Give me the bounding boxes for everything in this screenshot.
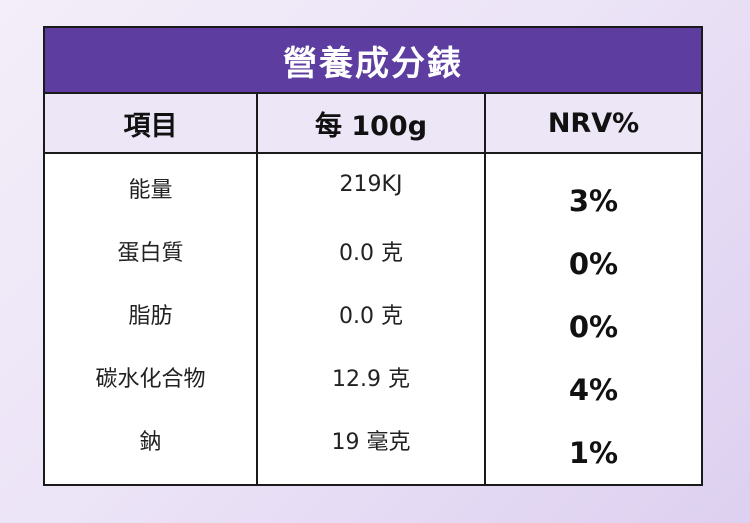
cell-per-100g: 19 毫克 [331, 430, 411, 455]
header-nrv: NRV% [547, 107, 640, 139]
nrv-column: 3% 0% 0% 4% 1% [486, 154, 701, 484]
item-column: 能量 蛋白質 脂肪 碳水化合物 鈉 [45, 154, 258, 484]
cell-item: 蛋白質 [117, 241, 184, 266]
cell-per-100g: 12.9 克 [332, 367, 410, 392]
cell-nrv: 3% [568, 183, 619, 218]
cell-item: 脂肪 [128, 304, 173, 329]
cell-item: 能量 [128, 178, 173, 203]
table-title: 營養成分錶 [45, 28, 701, 94]
cell-per-100g: 219KJ [339, 172, 403, 197]
per-100g-column: 219KJ 0.0 克 0.0 克 12.9 克 19 毫克 [258, 154, 486, 484]
cell-nrv: 4% [568, 372, 619, 407]
table-body: 能量 蛋白質 脂肪 碳水化合物 鈉 219KJ 0.0 克 0.0 克 12.9… [45, 154, 701, 484]
cell-nrv: 0% [568, 246, 619, 281]
cell-item: 碳水化合物 [95, 367, 206, 392]
cell-nrv: 0% [568, 309, 619, 344]
table-header-row: 項目 每 100g NRV% [45, 94, 701, 154]
header-per-100g: 每 100g [258, 94, 486, 152]
header-item: 項目 [45, 94, 258, 152]
cell-nrv: 1% [568, 435, 619, 470]
cell-per-100g: 0.0 克 [339, 304, 403, 329]
cell-per-100g: 0.0 克 [339, 241, 403, 266]
cell-item: 鈉 [139, 430, 162, 455]
nutrition-table: 營養成分錶 項目 每 100g NRV% 能量 蛋白質 脂肪 碳水化合物 鈉 2… [43, 26, 703, 486]
